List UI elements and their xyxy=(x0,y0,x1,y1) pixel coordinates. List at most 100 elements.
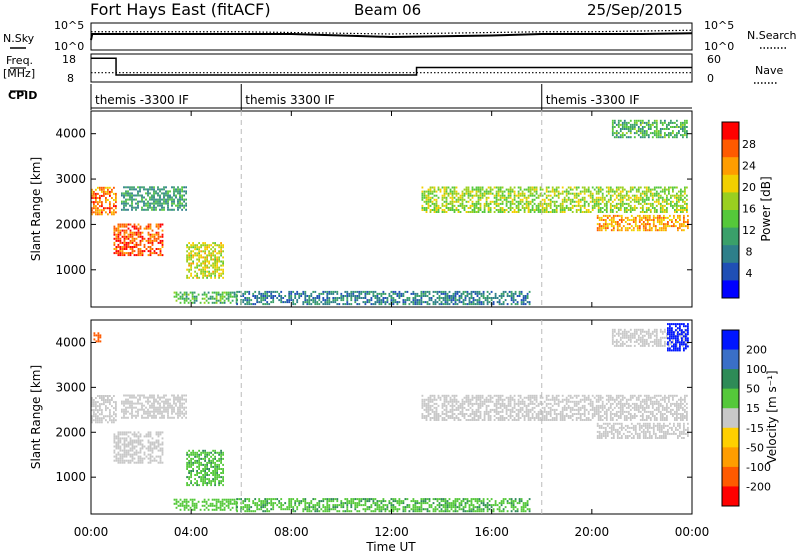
power-cell xyxy=(141,250,144,253)
power-cell xyxy=(485,196,488,199)
power-cell xyxy=(583,188,586,191)
power-cell xyxy=(147,237,150,240)
velocity-cell xyxy=(115,415,117,418)
velocity-cell xyxy=(137,402,139,405)
power-cell xyxy=(121,241,124,244)
power-cell xyxy=(641,209,644,211)
power-cell xyxy=(469,194,472,197)
velocity-cell xyxy=(262,502,265,505)
power-cell xyxy=(627,198,630,201)
power-cell xyxy=(622,219,625,221)
velocity-cell xyxy=(129,437,132,440)
velocity-cell xyxy=(418,508,421,511)
power-cell xyxy=(433,188,436,191)
power-cell xyxy=(487,192,490,195)
power-cell xyxy=(648,214,651,217)
power-cell xyxy=(208,266,210,269)
power-cell xyxy=(414,292,417,295)
power-cell xyxy=(632,229,635,232)
velocity-cell xyxy=(190,461,192,464)
power-cell xyxy=(658,227,661,230)
velocity-cell xyxy=(139,449,142,452)
power-cell xyxy=(443,200,446,203)
velocity-cell xyxy=(123,447,126,450)
power-cell xyxy=(485,204,488,207)
power-cell xyxy=(639,198,642,201)
power-cell xyxy=(177,204,179,207)
velocity-cell xyxy=(125,451,128,454)
power-cell xyxy=(161,241,164,244)
power-cell xyxy=(356,290,359,293)
velocity-cell xyxy=(461,398,464,401)
power-cell xyxy=(649,211,652,213)
power-cell xyxy=(679,225,681,228)
power-cell xyxy=(198,268,200,271)
velocity-cell xyxy=(442,506,445,509)
power-cell xyxy=(262,299,265,302)
velocity-cell xyxy=(171,408,173,411)
velocity-cell xyxy=(428,506,431,509)
power-cell xyxy=(306,299,309,302)
power-cell xyxy=(604,221,607,223)
power-cell xyxy=(147,241,150,244)
power-cell xyxy=(185,208,187,211)
power-cell xyxy=(517,196,520,199)
velocity-cell xyxy=(173,502,176,505)
power-cell xyxy=(435,194,438,197)
power-cell xyxy=(465,188,468,191)
power-cell xyxy=(133,250,136,253)
power-cell xyxy=(93,197,95,199)
power-cell xyxy=(95,188,97,191)
velocity-cell xyxy=(101,411,103,414)
power-cell xyxy=(495,209,498,211)
velocity-cell xyxy=(248,506,251,509)
power-cell xyxy=(597,188,600,191)
velocity-cell xyxy=(111,405,113,408)
power-cell xyxy=(510,295,513,297)
power-cell xyxy=(188,262,190,265)
beam-title: Beam 06 xyxy=(354,1,421,19)
power-cell xyxy=(204,274,206,277)
velocity-cell xyxy=(320,508,323,511)
power-cell xyxy=(127,223,130,226)
power-cell xyxy=(272,290,275,293)
velocity-cell xyxy=(382,504,385,507)
velocity-cell xyxy=(500,500,503,503)
power-cell xyxy=(659,196,662,199)
power-cell xyxy=(667,221,669,223)
velocity-cell xyxy=(133,461,136,464)
power-cell xyxy=(193,295,196,298)
velocity-cell xyxy=(213,508,216,511)
power-cell xyxy=(212,258,214,261)
velocity-cell xyxy=(469,398,472,401)
power-cell xyxy=(639,202,642,205)
power-cell xyxy=(514,303,517,306)
velocity-cell xyxy=(181,406,183,409)
power-cell xyxy=(364,295,367,297)
power-cell xyxy=(431,209,434,211)
power-cell xyxy=(312,290,315,293)
power-cell xyxy=(522,303,525,306)
power-cell xyxy=(354,290,357,293)
power-cell xyxy=(686,121,688,124)
power-cell xyxy=(611,209,614,211)
velocity-cell xyxy=(443,417,446,419)
velocity-cell xyxy=(212,465,214,468)
power-cell xyxy=(521,207,524,209)
power-cell xyxy=(364,301,367,304)
velocity-cell xyxy=(304,500,307,503)
velocity-cell xyxy=(416,500,419,503)
power-cell xyxy=(211,297,214,300)
velocity-cell xyxy=(430,504,433,507)
power-cell xyxy=(260,299,263,302)
power-cell xyxy=(151,243,154,246)
power-cell xyxy=(496,301,499,304)
velocity-cell xyxy=(119,457,122,460)
velocity-cell xyxy=(147,441,150,444)
power-cell xyxy=(647,186,650,189)
velocity-cell xyxy=(175,404,177,407)
power-cell xyxy=(214,270,216,273)
velocity-cell xyxy=(324,506,327,509)
power-cell xyxy=(657,130,660,133)
velocity-cell xyxy=(435,398,438,401)
